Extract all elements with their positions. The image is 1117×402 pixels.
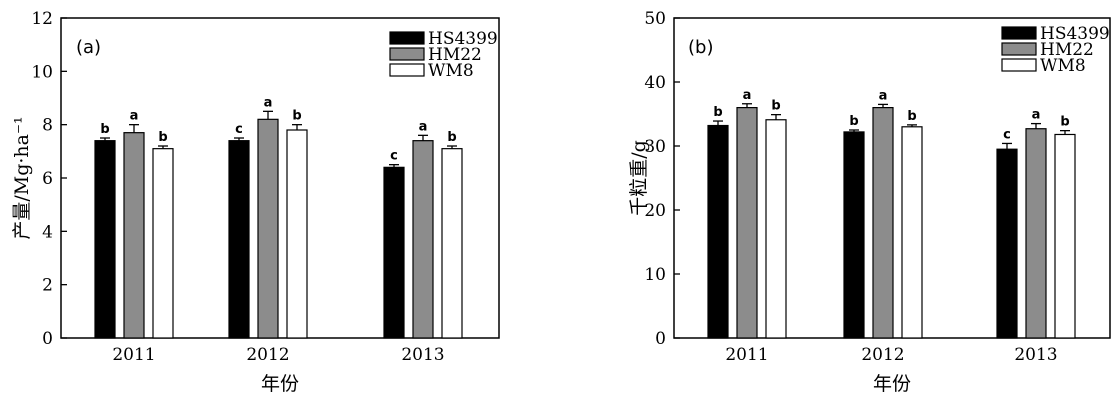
bar: [94, 140, 116, 339]
significance-letter: b: [100, 122, 109, 137]
y-tick-label: 6: [42, 169, 53, 189]
bar: [286, 129, 308, 339]
bar: [901, 126, 923, 339]
x-tick-label: 2012: [861, 345, 904, 365]
significance-letter: b: [447, 130, 456, 145]
bar: [228, 140, 250, 339]
significance-letter: b: [907, 109, 916, 124]
bar: [736, 106, 758, 339]
significance-letter: b: [158, 130, 167, 145]
y-tick-label: 8: [42, 116, 53, 136]
y-tick-label: 10: [31, 62, 53, 82]
significance-letter: b: [292, 109, 301, 124]
x-tick-label: 2013: [1014, 345, 1057, 365]
bar: [123, 132, 145, 339]
y-tick-label: 30: [644, 137, 666, 157]
bar: [257, 118, 279, 339]
significance-letter: a: [879, 88, 888, 103]
bar: [707, 124, 729, 339]
bar: [765, 119, 787, 339]
y-tick-label: 50: [644, 9, 666, 29]
legend-swatch: [389, 31, 425, 45]
panel-label: (b): [688, 37, 713, 58]
y-tick-label: 20: [644, 201, 666, 221]
significance-letter: b: [1060, 115, 1069, 130]
legend-swatch: [389, 47, 425, 61]
bar: [412, 140, 434, 339]
legend-swatch: [1001, 42, 1037, 56]
significance-letter: a: [743, 88, 752, 103]
significance-letter: b: [849, 114, 858, 129]
bar: [843, 131, 865, 339]
x-tick-label: 2011: [112, 345, 155, 365]
significance-letter: c: [390, 149, 398, 164]
bar: [872, 106, 894, 339]
legend-label: HM22: [1040, 40, 1094, 60]
y-tick-label: 0: [42, 329, 53, 349]
legend-label: HS4399: [428, 29, 498, 49]
bar: [1025, 128, 1047, 339]
legend-swatch: [1001, 58, 1037, 72]
significance-letter: b: [713, 105, 722, 120]
significance-letter: b: [771, 99, 780, 114]
significance-letter: a: [130, 109, 139, 124]
y-tick-label: 0: [655, 329, 666, 349]
legend-label: WM8: [1040, 56, 1086, 76]
significance-letter: a: [1032, 108, 1041, 123]
significance-letter: c: [1003, 127, 1011, 142]
bar: [441, 148, 463, 339]
significance-letter: c: [235, 122, 243, 137]
y-axis-title: 千粒重/g: [628, 140, 650, 216]
x-axis-title: 年份: [873, 373, 911, 395]
bar: [1054, 133, 1076, 339]
bar: [996, 148, 1018, 339]
x-tick-label: 2012: [246, 345, 289, 365]
x-axis-title: 年份: [261, 373, 299, 395]
significance-letter: a: [419, 119, 428, 134]
legend-swatch: [1001, 26, 1037, 40]
bar: [383, 166, 405, 339]
y-tick-label: 12: [31, 9, 53, 29]
bar: [152, 148, 174, 339]
significance-letter: a: [264, 95, 273, 110]
y-tick-label: 40: [644, 73, 666, 93]
y-tick-label: 4: [42, 222, 53, 242]
legend-label: WM8: [428, 61, 474, 81]
legend-swatch: [389, 63, 425, 77]
panel-label: (a): [76, 37, 101, 58]
y-axis-title: 产量/Mg·ha⁻¹: [11, 116, 33, 239]
y-tick-label: 10: [644, 265, 666, 285]
x-tick-label: 2011: [725, 345, 768, 365]
y-tick-label: 2: [42, 276, 53, 296]
legend-label: HS4399: [1040, 24, 1110, 44]
legend-label: HM22: [428, 45, 482, 65]
x-tick-label: 2013: [401, 345, 444, 365]
